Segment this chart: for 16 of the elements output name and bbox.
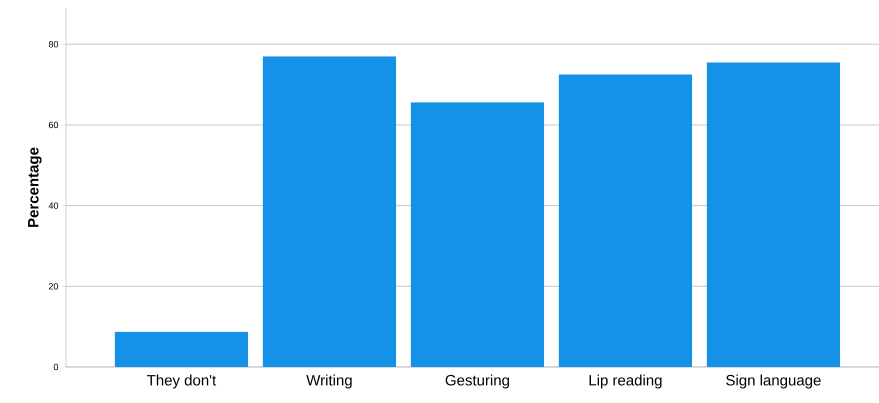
- x-tick-label: They don't: [146, 374, 216, 388]
- x-tick-label: Writing: [306, 374, 352, 388]
- y-tick-label: 40: [48, 202, 58, 209]
- y-tick-label: 0: [54, 364, 58, 370]
- y-tick-label: 80: [48, 41, 58, 48]
- bar: [262, 56, 396, 367]
- y-tick-label: 60: [48, 122, 58, 128]
- x-tick-label: Sign language: [726, 374, 821, 388]
- bar: [706, 62, 840, 367]
- bar: [410, 102, 544, 367]
- y-tick-label: 20: [48, 283, 58, 290]
- bar: [558, 74, 692, 367]
- x-tick-label: Lip reading: [590, 374, 662, 388]
- x-tick-label: Gesturing: [446, 374, 509, 388]
- y-axis-title: Percentage: [28, 148, 42, 227]
- bar: [114, 332, 248, 367]
